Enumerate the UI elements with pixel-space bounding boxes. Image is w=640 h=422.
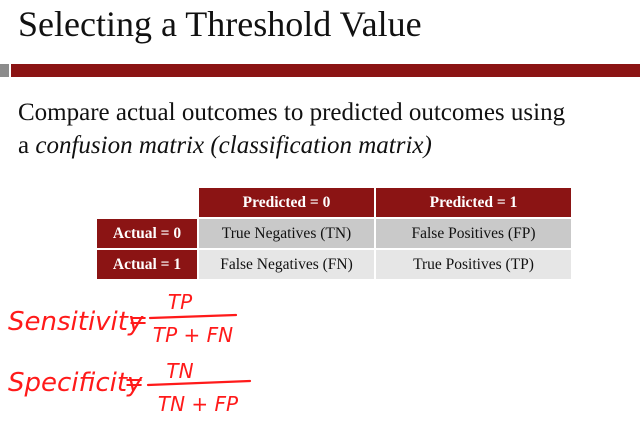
matrix-row-header-actual-1: Actual = 1 xyxy=(97,250,197,279)
matrix-row-header-actual-0: Actual = 0 xyxy=(97,219,197,248)
body-text: Compare actual outcomes to predicted out… xyxy=(18,96,633,162)
sensitivity-denominator: TP + FN xyxy=(153,323,233,347)
specificity-fraction-line xyxy=(146,379,252,387)
matrix-cell-true-positives: True Positives (TP) xyxy=(376,250,571,279)
sensitivity-fraction-line xyxy=(148,313,238,320)
confusion-matrix: Predicted = 0 Predicted = 1 Actual = 0 T… xyxy=(95,186,573,281)
matrix-cell-false-positives: False Positives (FP) xyxy=(376,219,571,248)
specificity-label: Specificity xyxy=(8,368,143,398)
matrix-col-header-predicted-1: Predicted = 1 xyxy=(376,188,571,217)
body-text-line-2-italic: confusion matrix (classification matrix) xyxy=(35,132,432,159)
matrix-row-actual-1: Actual = 1 False Negatives (FN) True Pos… xyxy=(97,250,571,279)
sensitivity-equals: = xyxy=(128,306,148,334)
matrix-header-row: Predicted = 0 Predicted = 1 xyxy=(97,188,571,217)
sensitivity-numerator: TP xyxy=(168,290,193,314)
matrix-col-header-predicted-0: Predicted = 0 xyxy=(199,188,374,217)
matrix-corner-cell xyxy=(97,188,197,217)
matrix-cell-true-negatives: True Negatives (TN) xyxy=(199,219,374,248)
body-text-line-1: Compare actual outcomes to predicted out… xyxy=(18,99,566,126)
body-text-line-2-prefix: a xyxy=(18,132,36,159)
title-bar-accent xyxy=(0,64,9,77)
sensitivity-label: Sensitivity xyxy=(8,307,144,337)
specificity-equals: = xyxy=(124,368,144,396)
specificity-numerator: TN xyxy=(166,359,193,383)
specificity-denominator: TN + FP xyxy=(158,392,239,416)
specificity-formula: Specificity = TN TN + FP xyxy=(8,359,252,416)
matrix-row-actual-0: Actual = 0 True Negatives (TN) False Pos… xyxy=(97,219,571,248)
title-divider-bar xyxy=(11,64,640,77)
sensitivity-formula: Sensitivity = TP TP + FN xyxy=(8,290,238,347)
slide-title: Selecting a Threshold Value xyxy=(18,4,422,44)
matrix-cell-false-negatives: False Negatives (FN) xyxy=(199,250,374,279)
